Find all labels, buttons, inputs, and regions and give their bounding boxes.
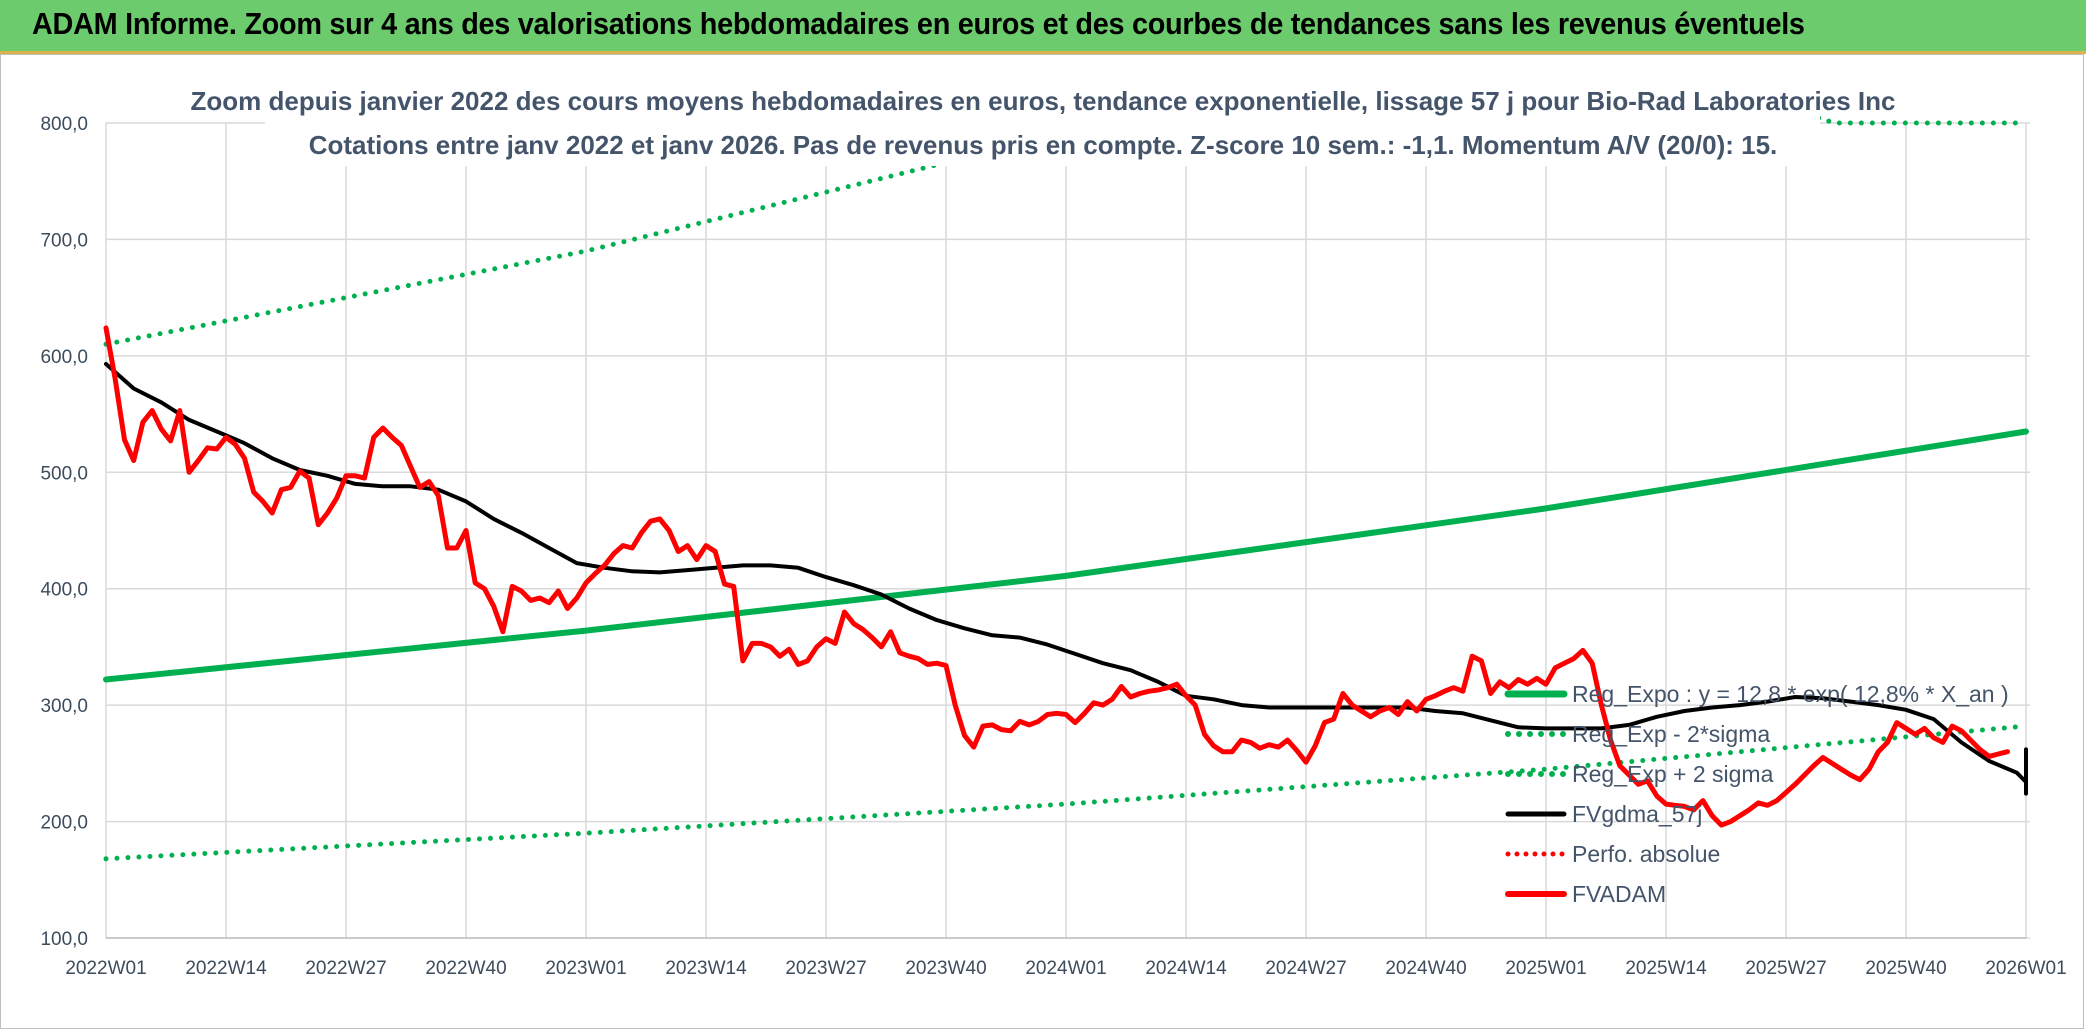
x-tick-label: 2025W01 <box>1505 958 1586 979</box>
x-tick-label: 2025W14 <box>1625 958 1707 979</box>
x-tick-label: 2024W14 <box>1145 958 1227 979</box>
chart-frame <box>0 54 2084 1029</box>
legend-entry: Reg_Exp + 2 sigma <box>1572 761 1774 787</box>
series-line-solid-red <box>103 325 2010 828</box>
report-banner: ADAM Informe. Zoom sur 4 ans des valoris… <box>0 0 2086 54</box>
series-layer <box>103 115 2029 862</box>
y-tick-label: 500,0 <box>40 463 88 484</box>
chart-title: Zoom depuis janvier 2022 des cours moyen… <box>191 86 1896 116</box>
y-tick-label: 300,0 <box>40 696 88 717</box>
x-tick-label: 2024W01 <box>1025 958 1106 979</box>
x-tick-label: 2022W14 <box>185 958 267 979</box>
y-tick-label: 700,0 <box>40 230 88 251</box>
x-tick-label: 2024W40 <box>1385 958 1466 979</box>
legend-entry: FVADAM <box>1572 881 1666 907</box>
legend-entry: Reg_Expo : y = 12,8 * exp( 12,8% * X_an … <box>1572 681 2009 707</box>
y-tick-label: 100,0 <box>40 929 88 950</box>
x-tick-label: 2022W01 <box>65 958 146 979</box>
title-background <box>265 78 1820 166</box>
y-tick-label: 400,0 <box>40 580 88 601</box>
legend-entry: Perfo. absolue <box>1572 841 1720 867</box>
chart-title-block: Zoom depuis janvier 2022 des cours moyen… <box>191 78 1896 166</box>
y-tick-label: 800,0 <box>40 114 88 135</box>
x-tick-label: 2025W40 <box>1865 958 1946 979</box>
series-line-solid-black <box>104 362 2028 796</box>
x-tick-label: 2023W01 <box>545 958 626 979</box>
series-line-solid-green <box>103 428 2029 683</box>
x-tick-label: 2023W14 <box>665 958 747 979</box>
banner-title: ADAM Informe. Zoom sur 4 ans des valoris… <box>32 6 1805 41</box>
x-tick-label: 2025W27 <box>1745 958 1826 979</box>
chart-subtitle: Cotations entre janv 2022 et janv 2026. … <box>309 130 1778 160</box>
legend: Reg_Expo : y = 12,8 * exp( 12,8% * X_an … <box>1504 681 2009 907</box>
x-tick-label: 2023W40 <box>905 958 986 979</box>
x-tick-label: 2026W01 <box>1985 958 2066 979</box>
x-tick-label: 2024W27 <box>1265 958 1346 979</box>
y-tick-label: 200,0 <box>40 813 88 834</box>
x-tick-label: 2023W27 <box>785 958 866 979</box>
y-tick-label: 600,0 <box>40 347 88 368</box>
x-tick-label: 2022W27 <box>305 958 386 979</box>
series-line-dotted-green <box>103 723 2029 862</box>
legend-entry: Reg_Exp - 2*sigma <box>1572 721 1770 747</box>
legend-entry: FVgdma_57j <box>1572 801 1702 827</box>
grid: 100,0 200,0 300,0 400,0 500,0 600,0 700,0 800,0… <box>40 114 2066 979</box>
x-tick-label: 2022W40 <box>425 958 506 979</box>
